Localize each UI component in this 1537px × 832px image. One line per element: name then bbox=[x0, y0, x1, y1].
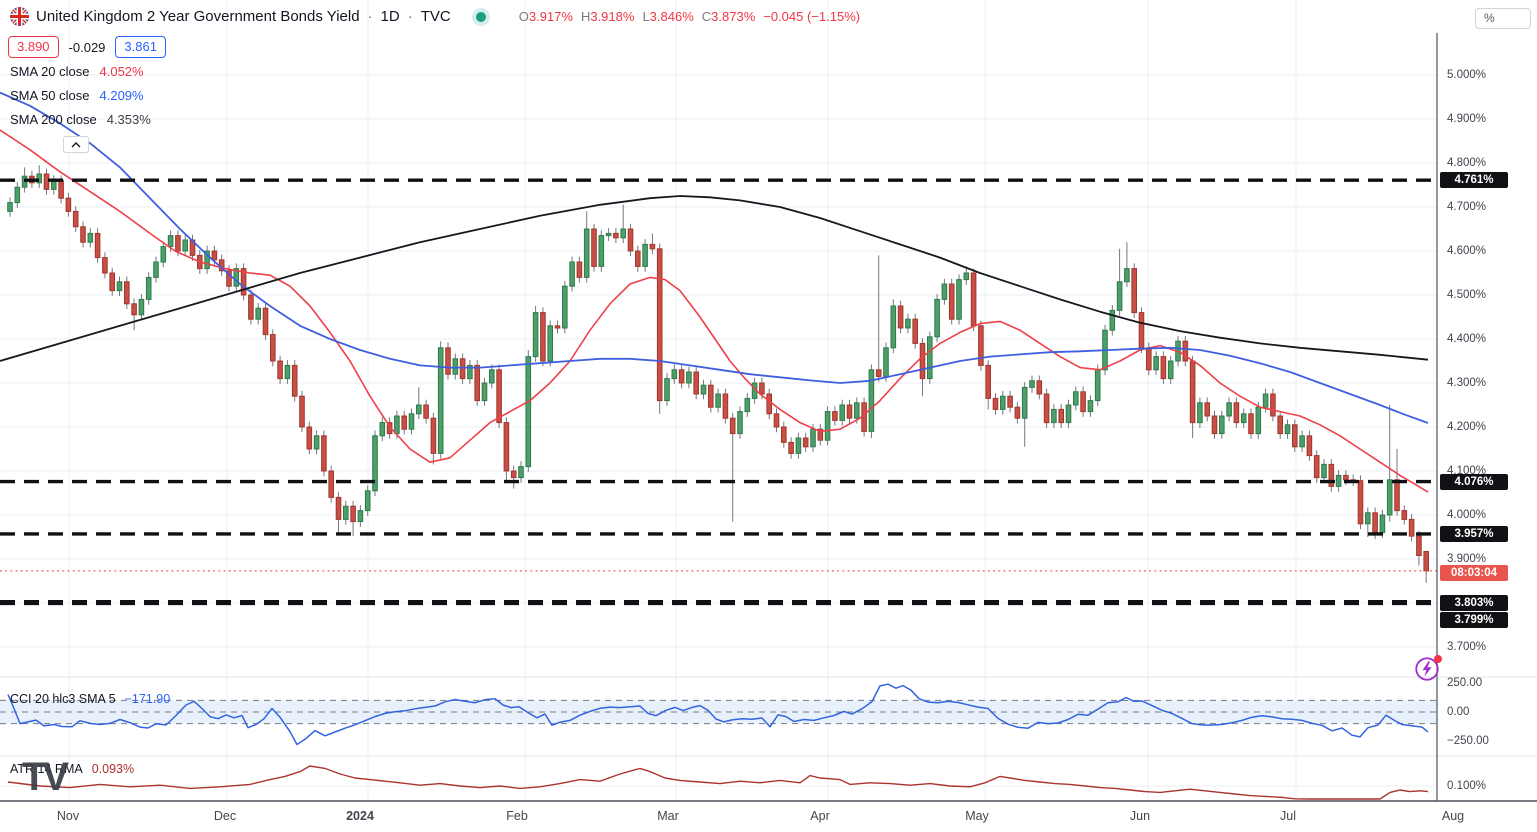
buy-button[interactable]: 3.861 bbox=[115, 36, 166, 58]
level-price-badge: 4.761% bbox=[1440, 172, 1508, 188]
sma200-label: SMA 200 close bbox=[10, 112, 97, 127]
legend-sma200[interactable]: SMA 200 close 4.353% bbox=[10, 112, 151, 127]
high-label: H bbox=[580, 9, 591, 24]
svg-text:TV: TV bbox=[22, 755, 69, 799]
level-price-badge: 4.076% bbox=[1440, 474, 1508, 490]
quote-row: 3.890 -0.029 3.861 bbox=[8, 36, 166, 58]
price-tick-label: 4.900% bbox=[1447, 113, 1487, 125]
notification-dot bbox=[1434, 655, 1442, 663]
candlestick-series bbox=[7, 165, 1430, 583]
price-tick-label: 4.200% bbox=[1447, 421, 1487, 433]
close-label: C bbox=[701, 9, 712, 24]
time-axis-label: May bbox=[965, 809, 989, 823]
timeframe[interactable]: 1D bbox=[380, 8, 400, 25]
atr-value: 0.093% bbox=[91, 762, 135, 776]
open-label: O bbox=[518, 9, 529, 24]
legend-sma50[interactable]: SMA 50 close 4.209% bbox=[10, 88, 144, 103]
close-value: 3.873% bbox=[711, 9, 756, 24]
price-tick-label: 3.700% bbox=[1447, 641, 1487, 653]
legend-atr[interactable]: ATR 14 RMA 0.093% bbox=[10, 762, 134, 776]
price-tick-label: 4.400% bbox=[1447, 333, 1487, 345]
high-value: 3.918% bbox=[590, 9, 635, 24]
time-axis-label: Nov bbox=[56, 809, 80, 823]
time-axis-label: Jul bbox=[1280, 809, 1296, 823]
exchange[interactable]: TVC bbox=[420, 8, 451, 25]
time-axis-label: Jun bbox=[1129, 809, 1151, 823]
uk-flag-icon bbox=[10, 7, 29, 26]
low-value: 3.846% bbox=[649, 9, 694, 24]
price-tick-label: 4.700% bbox=[1447, 201, 1487, 213]
atr-label: ATR 14 RMA bbox=[10, 762, 83, 776]
cci-tick-label: −250.00 bbox=[1447, 735, 1489, 747]
time-axis-label: Mar bbox=[657, 809, 679, 823]
cci-label: CCI 20 hlc3 SMA 5 bbox=[10, 692, 116, 706]
low-label: L bbox=[642, 9, 650, 24]
time-axis-label: Apr bbox=[810, 809, 830, 823]
spread-change: -0.029 bbox=[68, 39, 106, 55]
sell-button[interactable]: 3.890 bbox=[8, 36, 59, 58]
scale-percent-button[interactable]: % bbox=[1475, 8, 1531, 29]
atr-line bbox=[7, 765, 1429, 800]
sma200-value: 4.353% bbox=[106, 112, 151, 127]
symbol-title[interactable]: United Kingdom 2 Year Government Bonds Y… bbox=[36, 8, 360, 25]
grid bbox=[0, 0, 1437, 801]
price-tick-label: 5.000% bbox=[1447, 69, 1487, 81]
price-tick-label: 4.500% bbox=[1447, 289, 1487, 301]
pane-borders bbox=[0, 33, 1537, 802]
time-axis-label: Feb bbox=[506, 809, 528, 823]
chevron-up-button[interactable] bbox=[63, 136, 89, 153]
bar-countdown-badge: 08:03:04 bbox=[1440, 565, 1508, 581]
cci-value: −171.90 bbox=[124, 692, 171, 706]
level-price-badge: 3.799% bbox=[1440, 612, 1508, 628]
sma-line-2 bbox=[0, 195, 1429, 362]
chart-header: United Kingdom 2 Year Government Bonds Y… bbox=[10, 7, 860, 26]
lightning-icon bbox=[1415, 657, 1439, 681]
cci-tick-label: 250.00 bbox=[1447, 677, 1483, 689]
price-tick-label: 4.300% bbox=[1447, 377, 1487, 389]
level-price-badge: 3.957% bbox=[1440, 526, 1508, 542]
sma-line-0 bbox=[0, 129, 1429, 493]
legend-cci[interactable]: CCI 20 hlc3 SMA 5 −171.90 bbox=[10, 692, 170, 706]
sma20-value: 4.052% bbox=[99, 64, 144, 79]
tradingview-logo: TV bbox=[22, 755, 73, 799]
change-value: −0.045 (−1.15%) bbox=[763, 9, 861, 24]
open-value: 3.917% bbox=[528, 9, 573, 24]
market-status-icon[interactable] bbox=[475, 11, 486, 22]
atr-tick-label: 0.100% bbox=[1447, 780, 1487, 792]
lightning-button[interactable] bbox=[1413, 655, 1441, 683]
ohlc-readout: O3.917% H3.918% L3.846% C3.873% −0.045 (… bbox=[519, 9, 860, 24]
sma50-label: SMA 50 close bbox=[10, 88, 90, 103]
cci-line bbox=[7, 683, 1429, 746]
price-tick-label: 4.600% bbox=[1447, 245, 1487, 257]
sma50-value: 4.209% bbox=[99, 88, 144, 103]
cci-tick-label: 0.00 bbox=[1447, 706, 1470, 718]
price-tick-label: 4.800% bbox=[1447, 157, 1487, 169]
title-separator: · bbox=[367, 8, 373, 25]
title-separator: · bbox=[407, 8, 413, 25]
cci-band bbox=[0, 699, 1437, 725]
level-price-badge: 3.803% bbox=[1440, 595, 1508, 611]
legend-sma20[interactable]: SMA 20 close 4.052% bbox=[10, 64, 144, 79]
price-tick-label: 3.900% bbox=[1447, 553, 1487, 565]
price-tick-label: 4.000% bbox=[1447, 509, 1487, 521]
time-axis-label: Dec bbox=[213, 809, 237, 823]
chevron-up-icon bbox=[71, 141, 81, 147]
sma-line-1 bbox=[0, 91, 1429, 424]
sma20-label: SMA 20 close bbox=[10, 64, 90, 79]
time-axis-label: 2024 bbox=[346, 809, 374, 823]
time-axis-label: Aug bbox=[1441, 809, 1465, 823]
